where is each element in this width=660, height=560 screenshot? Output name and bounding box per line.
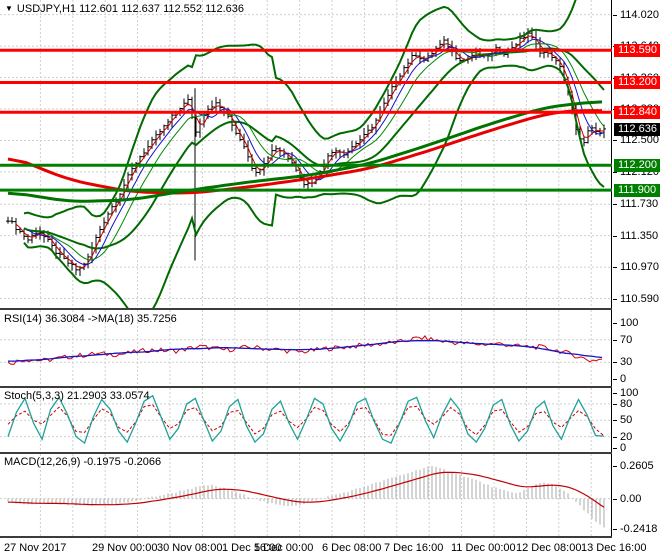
price-tick-label: 114.020: [620, 9, 659, 21]
price-tick-mark: [613, 204, 617, 205]
price-tick-label: 110.590: [620, 293, 659, 305]
rsi-tick-label: 30: [620, 356, 633, 368]
stoch-tick-mark: [613, 420, 617, 421]
chart-title: ▼ USDJPY,H1 112.601 112.637 112.552 112.6…: [5, 3, 244, 15]
symbol-ohlc-text: USDJPY,H1 112.601 112.637 112.552 112.63…: [16, 3, 245, 15]
time-tick-label: 11 Dec 00:00: [451, 542, 516, 554]
stoch-tick-mark: [613, 393, 617, 394]
price-tick-mark: [613, 236, 617, 237]
macd-tick-mark: [613, 529, 617, 530]
price-axis[interactable]: 114.020113.640113.260112.880112.500112.1…: [613, 0, 660, 538]
time-axis[interactable]: 27 Nov 2017 29 Nov 00:00 30 Nov 08:00 1 Dec…: [0, 538, 660, 560]
macd-tick-mark: [613, 466, 617, 467]
price-tick-mark: [613, 267, 617, 268]
price-tick-mark: [613, 172, 617, 173]
time-tick-label: 12 Dec 08:00: [516, 542, 582, 554]
resistance-price-label: 113.590: [614, 44, 660, 57]
panel-separator-2[interactable]: [0, 386, 612, 388]
stoch-tick-label: 80: [620, 398, 633, 410]
time-tick-label: 27 Nov 2017: [4, 542, 67, 554]
stoch-tick-mark: [613, 437, 617, 438]
rsi-label: RSI(14) 36.3084 ->MA(18) 35.7256: [4, 313, 177, 325]
stochastic-panel[interactable]: [0, 388, 612, 452]
time-tick-label: 29 Nov 00:00: [92, 542, 158, 554]
chart-plot-area[interactable]: ▼ USDJPY,H1 112.601 112.637 112.552 112.6…: [0, 0, 612, 538]
stoch-tick-label: 20: [620, 431, 633, 443]
macd-tick-label: 0.2605: [620, 460, 654, 472]
rsi-tick-mark: [613, 362, 617, 363]
price-tick-label: 112.120: [620, 166, 659, 178]
rsi-tick-mark: [613, 323, 617, 324]
price-tick-label: 110.970: [620, 261, 659, 273]
current-price-label: 112.636: [614, 123, 660, 136]
stoch-tick-mark: [613, 404, 617, 405]
time-tick-label: 1 Dec 16:00: [222, 542, 282, 554]
macd-tick-label: 0.00: [620, 493, 642, 505]
rsi-tick-mark: [613, 340, 617, 341]
price-tick-mark: [613, 15, 617, 16]
price-tick-label: 111.730: [620, 198, 659, 210]
time-tick-label: 7 Dec 16:00: [384, 542, 444, 554]
price-tick-label: 111.350: [620, 230, 659, 242]
panel-separator-1[interactable]: [0, 308, 612, 310]
rsi-tick-label: 0: [620, 373, 627, 385]
stoch-tick-label: 100: [620, 387, 639, 399]
price-tick-label: 112.500: [620, 134, 659, 146]
resistance-price-label: 113.200: [614, 76, 660, 89]
price-tick-mark: [613, 140, 617, 141]
time-tick-label: 6 Dec 08:00: [322, 542, 382, 554]
resistance-price-label: 112.840: [614, 106, 660, 119]
rsi-tick-mark: [613, 379, 617, 380]
rsi-tick-label: 70: [620, 334, 633, 346]
stoch-tick-label: 0: [620, 442, 627, 454]
main-price-panel[interactable]: [0, 0, 612, 308]
rsi-tick-label: 100: [620, 317, 639, 329]
stoch-tick-label: 50: [620, 414, 633, 426]
symbol-dropdown-icon[interactable]: ▼: [5, 4, 13, 13]
time-tick-label: 30 Nov 08:00: [157, 542, 223, 554]
time-tick-label: 5 Dec 00:00: [254, 542, 314, 554]
time-tick-label: 13 Dec 16:00: [581, 542, 647, 554]
panel-separator-4: [0, 536, 612, 538]
macd-tick-mark: [613, 499, 617, 500]
support-price-label: 111.900: [614, 184, 660, 197]
price-tick-mark: [613, 299, 617, 300]
stoch-tick-mark: [613, 448, 617, 449]
macd-panel[interactable]: [0, 454, 612, 536]
macd-label: MACD(12,26,9) -0.1975 -0.2066: [4, 456, 162, 468]
support-price-label: 112.200: [614, 159, 660, 172]
macd-tick-label: -0.2418: [620, 523, 658, 535]
panel-separator-3[interactable]: [0, 452, 612, 454]
stoch-label: Stoch(5,3,3) 21.2903 33.0574: [4, 390, 150, 402]
rsi-panel[interactable]: [0, 310, 612, 386]
